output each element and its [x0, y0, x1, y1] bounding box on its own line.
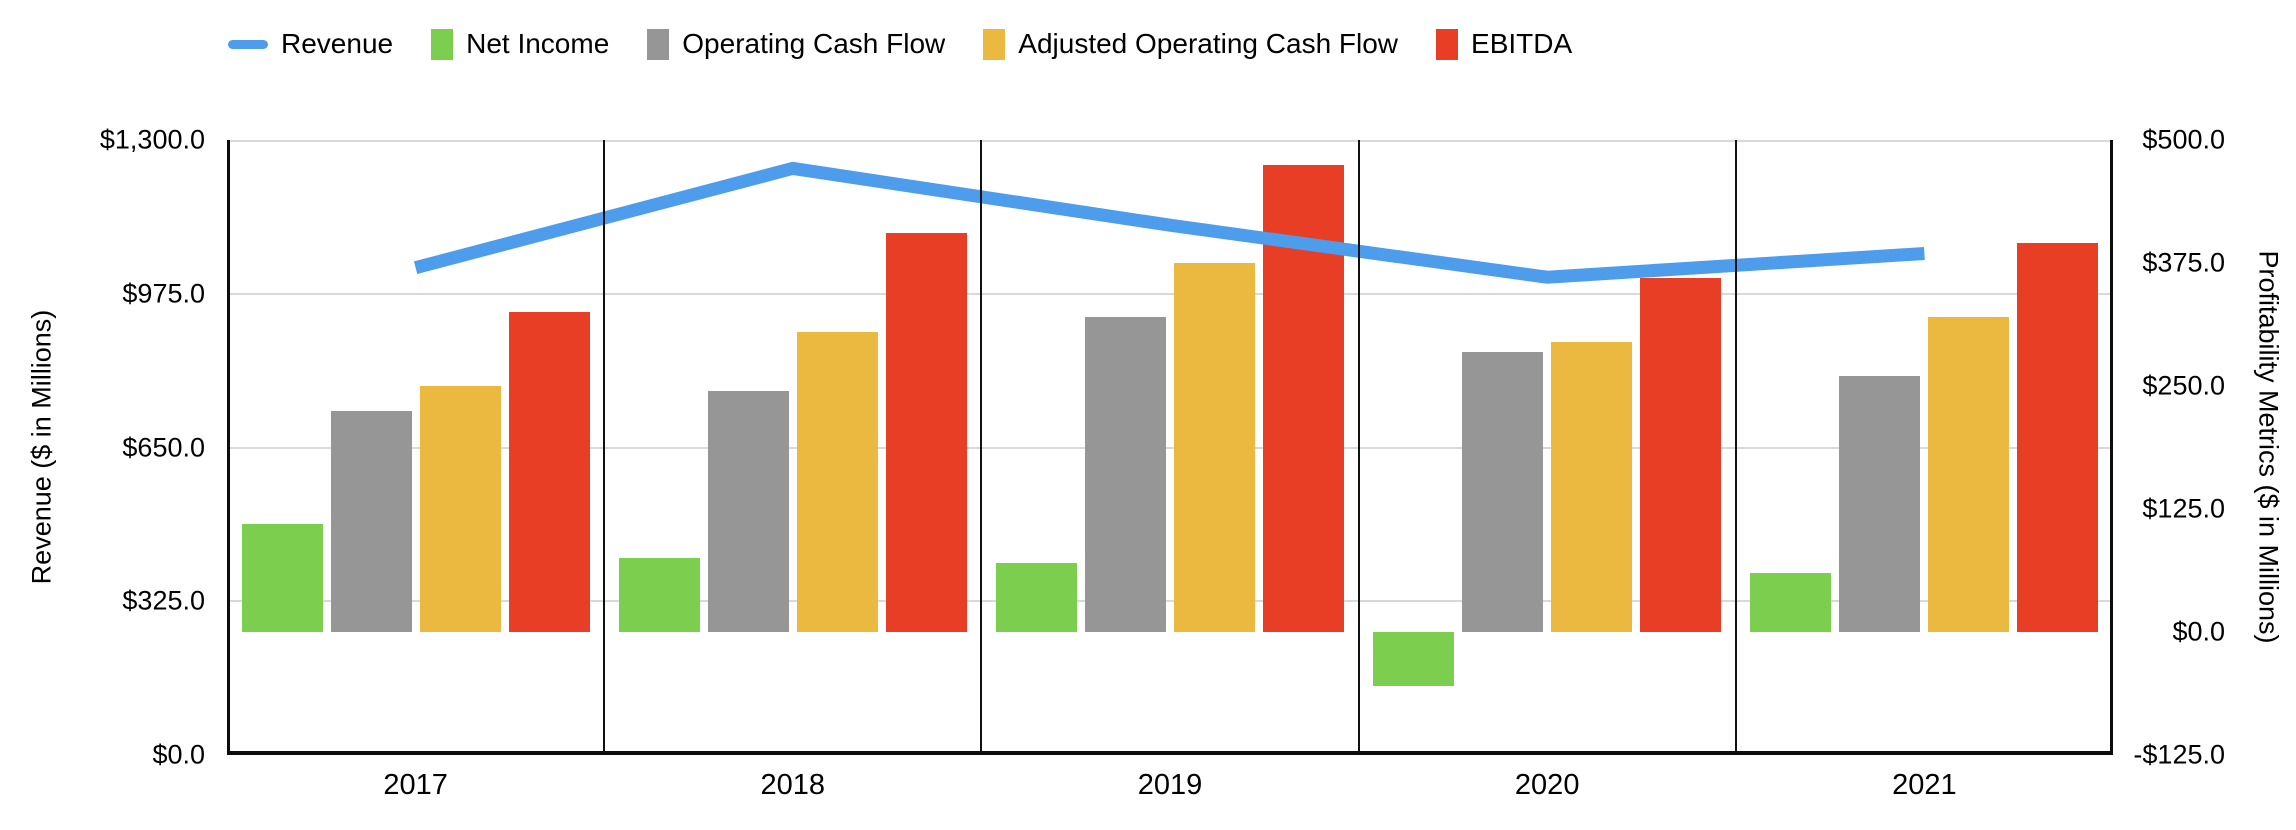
left-tick-325-0: $325.0 — [122, 585, 205, 616]
bar-net-income-2018 — [618, 558, 700, 632]
bar-adjusted-operating-cash-flow-2018 — [796, 331, 878, 632]
right-tick-125-0: -$125.0 — [2133, 739, 2225, 770]
x-label-2017: 2017 — [383, 769, 448, 801]
legend-label-revenue: Revenue — [281, 28, 394, 59]
right-tick-250-0: $250.0 — [2142, 370, 2225, 401]
bar-net-income-2021 — [1750, 572, 1832, 632]
gridline-2 — [227, 446, 2113, 449]
x-label-2018: 2018 — [760, 769, 826, 801]
bar-adjusted-operating-cash-flow-2021 — [1928, 317, 2010, 632]
right-tick-375-0: $375.0 — [2142, 247, 2225, 278]
legend-line-marker-revenue — [228, 39, 268, 49]
legend-swatch-adjusted-operating-cash-flow — [983, 28, 1006, 60]
revenue-line — [413, 161, 1925, 284]
legend-item-adjusted-operating-cash-flow: Adjusted Operating Cash Flow — [983, 28, 1398, 60]
bar-ebitda-2018 — [885, 233, 967, 632]
category-separator-2 — [980, 140, 983, 755]
left-tick-650-0: $650.0 — [122, 432, 205, 462]
legend-swatch-operating-cash-flow — [647, 28, 670, 60]
right-axis-ticks: $500.0 $375.0 $250.0 $125.0 $0.0 -$125.0 — [2129, 0, 2225, 830]
legend-label-net-income: Net Income — [466, 28, 610, 59]
legend-item-net-income: Net Income — [431, 28, 609, 60]
legend-item-ebitda: EBITDA — [1436, 28, 1572, 60]
right-tick-0-0: $0.0 — [2172, 616, 2225, 647]
legend-swatch-net-income — [431, 28, 454, 60]
legend-label-operating-cash-flow: Operating Cash Flow — [682, 28, 946, 59]
plot-border-left — [227, 140, 230, 755]
chart-legend: Revenue Net Income Operating Cash Flow Adju… — [228, 22, 1572, 66]
bar-operating-cash-flow-2018 — [707, 390, 789, 632]
bar-ebitda-2017 — [508, 312, 590, 632]
bar-operating-cash-flow-2021 — [1839, 376, 1921, 632]
category-separator-1 — [603, 140, 606, 755]
left-tick-975-0: $975.0 — [122, 278, 205, 309]
bar-net-income-2017 — [241, 523, 323, 632]
left-tick-1-300-0: $1,300.0 — [99, 124, 205, 155]
bar-adjusted-operating-cash-flow-2020 — [1551, 341, 1633, 632]
bar-ebitda-2020 — [1640, 277, 1722, 632]
category-separator-4 — [1734, 140, 1737, 755]
bar-ebitda-2021 — [2017, 243, 2099, 632]
right-tick-125-0: $125.0 — [2142, 493, 2225, 524]
gridline-0 — [227, 140, 2113, 142]
bar-adjusted-operating-cash-flow-2017 — [419, 386, 501, 632]
plot-area — [227, 140, 2113, 755]
bar-operating-cash-flow-2017 — [330, 410, 412, 632]
gridline-3 — [227, 600, 2113, 603]
plot-border-right — [2110, 140, 2113, 755]
x-label-2019: 2019 — [1137, 769, 1203, 801]
left-axis-ticks: $1,300.0 $975.0 $650.0 $325.0 $0.0 — [0, 0, 205, 830]
x-label-2020: 2020 — [1514, 769, 1580, 801]
legend-item-operating-cash-flow: Operating Cash Flow — [647, 28, 945, 60]
bar-net-income-2019 — [996, 563, 1077, 632]
left-tick-0-0: $0.0 — [152, 739, 205, 770]
bar-adjusted-operating-cash-flow-2019 — [1174, 263, 1255, 632]
bar-operating-cash-flow-2020 — [1462, 351, 1544, 632]
right-tick-500-0: $500.0 — [2142, 124, 2225, 155]
revenue-line-layer — [413, 161, 1925, 284]
legend-label-ebitda: EBITDA — [1471, 28, 1573, 59]
bar-operating-cash-flow-2019 — [1085, 317, 1166, 632]
bar-net-income-2020 — [1373, 632, 1455, 687]
x-axis-line — [227, 751, 2113, 755]
category-separator-3 — [1357, 140, 1360, 755]
gridline-1 — [227, 292, 2113, 295]
right-axis-title: Profitability Metrics ($ in Millions) — [2253, 250, 2284, 644]
legend-swatch-ebitda — [1436, 28, 1459, 60]
legend-item-revenue: Revenue — [228, 28, 393, 60]
legend-label-adjusted-operating-cash-flow: Adjusted Operating Cash Flow — [1018, 28, 1399, 59]
x-label-2021: 2021 — [1892, 769, 1957, 801]
